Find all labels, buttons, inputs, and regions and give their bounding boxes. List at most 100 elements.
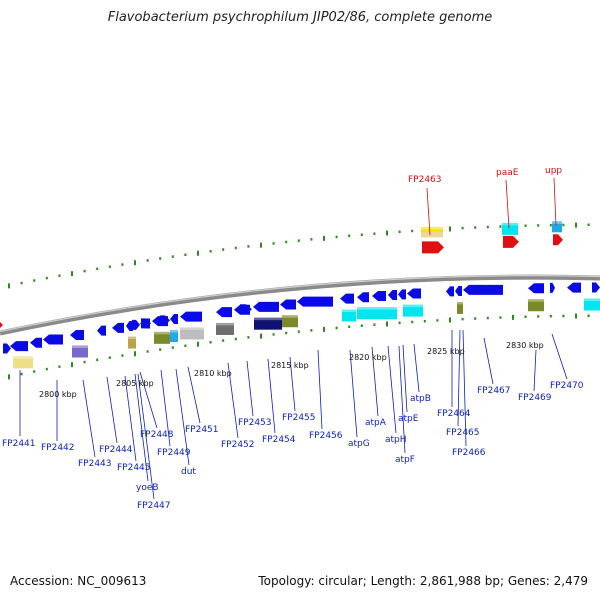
gene-arrow (463, 284, 503, 295)
tick-mark (373, 232, 376, 235)
gene-block (282, 315, 298, 328)
gene-block (403, 304, 423, 317)
gene-label[interactable]: FP2444 (99, 445, 133, 455)
tick-mark (146, 350, 149, 353)
tick-mark (58, 274, 61, 277)
map-title: Flavobacterium psychrophilum JIP02/86, c… (107, 10, 493, 25)
gene-label[interactable]: FP2452 (221, 440, 255, 450)
leader-line (160, 369, 171, 447)
gene-block (170, 330, 178, 343)
tick-mark (159, 257, 162, 260)
tick-mark (222, 248, 225, 251)
gene-block (528, 299, 544, 312)
gene-label[interactable]: atpB (410, 394, 431, 404)
kbp-label-layer: 2800 kbp 2805 kbp 2810 kbp 2815 kbp 2820… (39, 341, 544, 399)
gene-block-shine (216, 322, 234, 326)
gene-label[interactable]: FP2442 (41, 443, 75, 453)
tick-mark (260, 242, 262, 248)
tick-mark (499, 225, 502, 228)
gene-label[interactable]: atpE (398, 414, 419, 424)
gene-label[interactable]: paaE (496, 168, 519, 178)
gene-arrow (398, 289, 406, 300)
tick-mark (562, 223, 565, 227)
gene-block (502, 222, 518, 235)
tick-mark (537, 315, 540, 318)
gene-label[interactable]: atpH (385, 435, 407, 445)
tick-mark (537, 224, 540, 227)
gene-label[interactable]: atpF (395, 455, 415, 465)
tick-mark (45, 367, 48, 371)
kbp-label: 2800 kbp (39, 390, 77, 399)
kbp-label: 2820 kbp (349, 353, 387, 362)
leader-line (227, 362, 239, 439)
tick-mark (549, 223, 552, 227)
gene-block-shine (282, 315, 298, 318)
tick-mark (474, 317, 477, 320)
tick-mark (209, 341, 212, 344)
kbp-label: 2830 kbp (506, 341, 544, 350)
tick-mark (512, 314, 514, 320)
gene-label[interactable]: upp (545, 166, 562, 176)
gene-label[interactable]: FP2464 (437, 409, 471, 419)
tick-mark (96, 267, 99, 271)
gene-label[interactable]: FP2447 (137, 501, 171, 511)
tick-mark (549, 314, 552, 318)
gene-label[interactable]: yoeB (136, 483, 159, 493)
gene-label[interactable]: atpA (365, 418, 387, 428)
gene-label[interactable]: FP2470 (550, 381, 584, 391)
tick-mark (524, 315, 527, 318)
gene-arrow (528, 283, 544, 294)
tick-mark (461, 226, 464, 230)
tick-mark (146, 259, 149, 262)
gene-arrow (567, 282, 581, 293)
gene-block-shine (403, 304, 423, 308)
leader-line (134, 373, 149, 482)
gene-label[interactable]: FP2451 (185, 425, 219, 435)
gene-label[interactable]: FP2469 (518, 393, 552, 403)
gene-block-shine (72, 345, 88, 348)
tick-mark (486, 316, 489, 320)
tick-mark (222, 339, 225, 342)
gene-label[interactable]: FP2463 (408, 175, 442, 185)
tick-mark (411, 229, 414, 233)
leader-line (398, 345, 406, 454)
gene-arrow (112, 322, 124, 333)
tick-mark (524, 224, 527, 227)
gene-arrow (446, 286, 454, 297)
tick-mark (134, 351, 136, 357)
leader-line (505, 179, 510, 229)
kbp-label: 2825 kbp (427, 347, 465, 356)
bottom-gene-labels: FP2441 FP2442 FP2443 FP2444 FP2445 yoeB … (2, 381, 584, 511)
gene-label[interactable]: atpG (348, 439, 370, 449)
gene-label[interactable]: FP2467 (477, 386, 511, 396)
gene-label[interactable]: FP2454 (262, 435, 296, 445)
tick-layer (8, 222, 590, 380)
gene-label[interactable]: FP2453 (238, 418, 272, 428)
tick-mark (121, 354, 124, 357)
gene-arrow (43, 334, 63, 345)
gene-block (584, 298, 600, 311)
gene-label[interactable]: FP2441 (2, 439, 36, 449)
kbp-label: 2810 kbp (194, 369, 232, 378)
gene-label[interactable]: FP2456 (309, 431, 343, 441)
gene-label[interactable]: FP2443 (78, 459, 112, 469)
gene-label[interactable]: FP2445 (117, 463, 151, 473)
tick-mark (96, 358, 99, 362)
genome-backbone (0, 274, 600, 336)
leader-line (267, 358, 276, 434)
tick-mark (348, 234, 351, 238)
gene-label[interactable]: FP2455 (282, 413, 316, 423)
gene-label[interactable]: dut (181, 467, 196, 477)
gene-label[interactable]: FP2465 (446, 428, 480, 438)
gene-arrow (126, 320, 133, 331)
tick-mark (272, 333, 275, 336)
gene-label[interactable]: FP2448 (140, 430, 174, 440)
tick-mark (486, 225, 489, 229)
gene-arrow (388, 290, 397, 301)
tick-mark (234, 246, 237, 250)
leader-line (457, 329, 461, 427)
tick-mark (323, 326, 325, 332)
gene-label[interactable]: FP2449 (157, 448, 191, 458)
gene-label[interactable]: FP2466 (452, 448, 486, 458)
tick-mark (285, 240, 288, 244)
